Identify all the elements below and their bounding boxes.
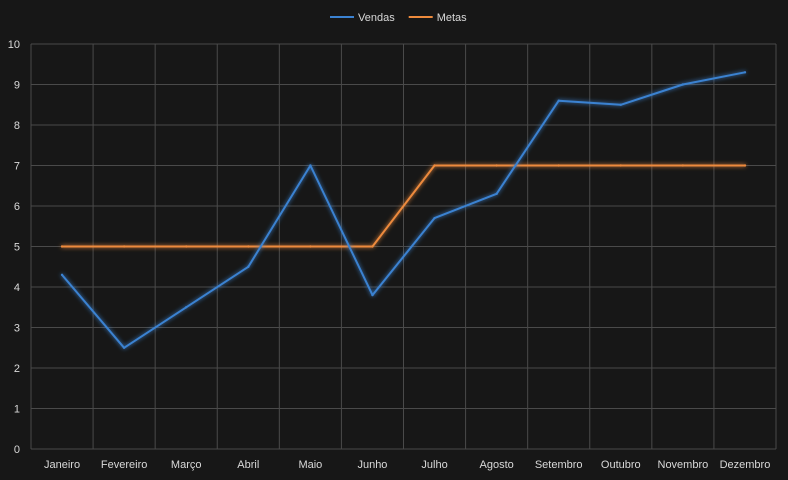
y-tick-label: 1 — [14, 404, 20, 416]
x-tick-label: Maio — [298, 459, 322, 471]
data-point-vendas — [495, 192, 498, 196]
y-tick-label: 3 — [14, 323, 20, 335]
data-point-metas — [122, 245, 126, 248]
data-point-vendas — [185, 306, 188, 309]
x-tick-label: Junho — [357, 459, 387, 471]
y-tick-label: 8 — [14, 120, 20, 132]
data-point-vendas — [619, 103, 622, 106]
legend: Vendas Metas — [330, 12, 467, 24]
y-tick-label: 0 — [14, 444, 20, 456]
data-point-vendas — [371, 293, 374, 297]
y-tick-label: 9 — [14, 80, 20, 92]
series-line-vendas — [61, 71, 746, 349]
data-point-vendas — [557, 99, 560, 102]
legend-label-metas: Metas — [437, 12, 467, 24]
data-point-vendas — [309, 164, 312, 167]
y-axis: 0 1 2 3 4 5 6 7 8 9 10 — [8, 39, 20, 456]
x-tick-label: Janeiro — [44, 459, 80, 471]
data-point-metas — [495, 164, 498, 167]
x-tick-label: Agosto — [480, 459, 514, 471]
x-tick-label: Julho — [421, 459, 447, 471]
x-tick-label: Fevereiro — [101, 459, 147, 471]
data-point-metas — [247, 245, 250, 248]
data-point-vendas — [247, 265, 250, 268]
y-tick-label: 4 — [14, 282, 20, 294]
series-layer — [60, 71, 747, 349]
data-point-vendas — [122, 346, 126, 349]
x-tick-label: Dezembro — [720, 459, 771, 471]
legend-label-vendas: Vendas — [358, 12, 395, 24]
data-point-metas — [681, 164, 685, 167]
x-tick-label: Abril — [237, 459, 259, 471]
data-point-metas — [433, 164, 436, 167]
data-point-metas — [371, 245, 374, 248]
data-point-metas — [557, 164, 560, 167]
x-axis: Janeiro Fevereiro Março Abril Maio Junho Julho… — [44, 459, 770, 471]
y-tick-label: 2 — [14, 363, 20, 375]
y-tick-label: 6 — [14, 201, 20, 213]
data-point-vendas — [743, 71, 747, 74]
series-line-metas — [61, 164, 746, 248]
data-point-vendas — [433, 216, 436, 220]
y-tick-label: 7 — [14, 161, 20, 173]
x-tick-label: Outubro — [601, 459, 641, 471]
data-point-metas — [619, 164, 622, 167]
y-tick-label: 10 — [8, 39, 20, 51]
data-point-metas — [743, 164, 747, 167]
data-point-metas — [60, 245, 64, 248]
x-tick-label: Novembro — [658, 459, 709, 471]
data-point-vendas — [681, 83, 685, 86]
data-point-metas — [309, 245, 312, 248]
y-tick-label: 5 — [14, 242, 20, 254]
x-tick-label: Setembro — [535, 459, 583, 471]
x-tick-label: Março — [171, 459, 202, 471]
data-point-vendas — [60, 273, 64, 277]
data-point-metas — [185, 245, 188, 248]
